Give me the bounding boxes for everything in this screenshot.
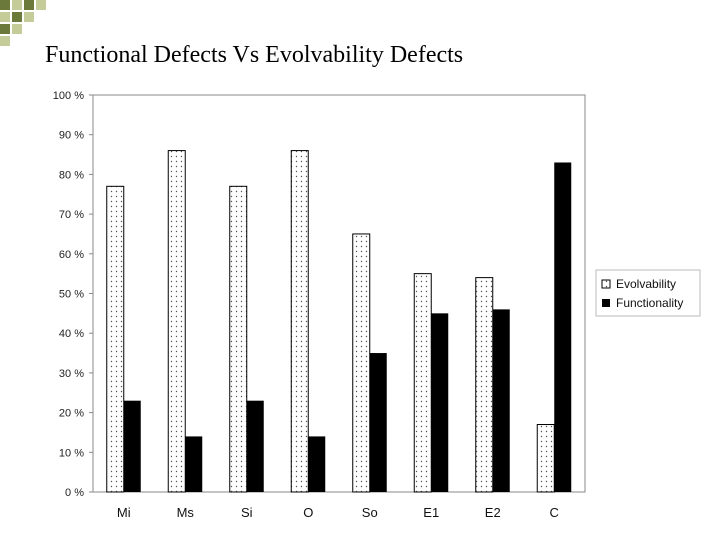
bar-evolvability-so xyxy=(352,233,371,493)
slide-title: Functional Defects Vs Evolvability Defec… xyxy=(45,42,464,68)
x-category-label: Si xyxy=(241,505,253,520)
bar-functionality-si xyxy=(246,400,264,492)
x-category-label: E1 xyxy=(423,505,439,520)
y-tick-label: 20 % xyxy=(59,408,84,420)
bar-evolvability-c xyxy=(536,424,555,493)
x-category-label: E2 xyxy=(485,505,501,520)
bar-functionality-e1 xyxy=(431,313,449,492)
y-tick-label: 30 % xyxy=(59,368,84,380)
bar-functionality-ms xyxy=(185,436,203,492)
x-category-label: O xyxy=(303,505,313,520)
bar-functionality-so xyxy=(369,353,387,492)
legend-box xyxy=(595,269,701,317)
bar-functionality-mi xyxy=(123,400,141,492)
bar-evolvability-ms xyxy=(167,150,186,493)
legend: Evolvability Functionality xyxy=(595,269,701,317)
y-tick-label: 50 % xyxy=(59,289,84,301)
legend-swatch-functionality xyxy=(602,299,610,307)
legend-swatch-evolvability xyxy=(601,279,611,289)
plot-area xyxy=(92,94,586,493)
bar-functionality-e2 xyxy=(492,309,510,492)
bar-evolvability-si xyxy=(229,185,248,493)
legend-label-functionality: Functionality xyxy=(616,296,683,310)
bar-functionality-c xyxy=(554,162,572,493)
y-tick-label: 100 % xyxy=(53,90,84,102)
x-category-label: C xyxy=(550,505,559,520)
y-tick-label: 10 % xyxy=(59,447,84,459)
x-category-label: Ms xyxy=(177,505,195,520)
bar-evolvability-mi xyxy=(106,185,125,493)
x-category-label: Mi xyxy=(117,505,131,520)
bar-functionality-o xyxy=(308,436,326,492)
bar-evolvability-e1 xyxy=(413,273,432,493)
y-tick-label: 0 % xyxy=(65,487,84,499)
legend-label-evolvability: Evolvability xyxy=(616,277,676,291)
x-category-label: So xyxy=(362,505,378,520)
y-tick-label: 60 % xyxy=(59,249,84,261)
y-tick-label: 80 % xyxy=(59,169,84,181)
bar-evolvability-e2 xyxy=(475,277,494,493)
y-tick-label: 70 % xyxy=(59,209,84,221)
y-tick-label: 90 % xyxy=(59,130,84,142)
y-tick-label: 40 % xyxy=(59,328,84,340)
corner-decoration xyxy=(0,0,46,46)
bar-evolvability-o xyxy=(290,150,309,493)
